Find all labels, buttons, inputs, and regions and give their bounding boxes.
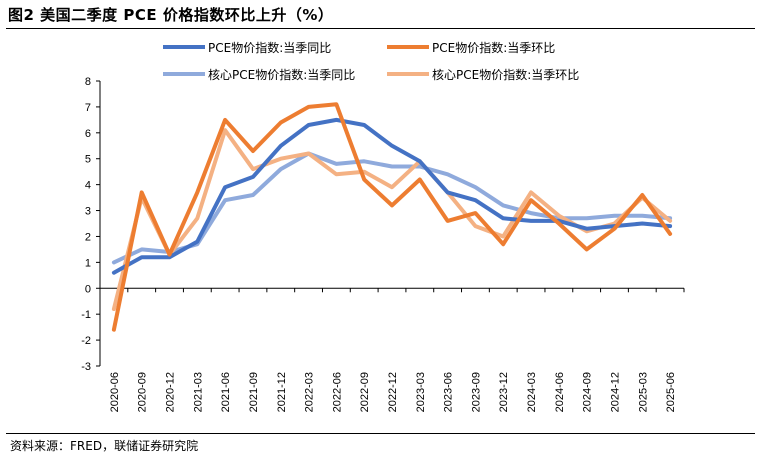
x-tick-label: 2021-12 xyxy=(276,372,288,412)
title-rule xyxy=(6,28,755,29)
x-tick-label: 2023-06 xyxy=(443,372,455,412)
y-tick-label: 1 xyxy=(85,257,91,269)
series-line-0 xyxy=(111,117,673,275)
x-tick-label: 2021-06 xyxy=(220,372,232,412)
x-axis: 2020-06 2020-09 2020-12 2021-03 2021-06 2021-… xyxy=(99,287,685,412)
x-tick-label: 2022-03 xyxy=(304,372,316,412)
y-tick-label: 6 xyxy=(85,128,91,140)
x-tick-label: 2024-06 xyxy=(554,372,566,412)
legend-label-2: 核心PCE物价指数:当季同比 xyxy=(208,67,355,82)
legend-label-1: PCE物价指数:当季环比 xyxy=(432,40,555,55)
x-tick-label: 2021-09 xyxy=(248,372,260,412)
y-axis: -3 -2 -1 0 1 2 3 4 5 6 7 8 xyxy=(81,76,101,373)
x-tick-label: 2024-03 xyxy=(526,372,538,412)
y-tick-label: 3 xyxy=(85,206,91,218)
x-tick-label: 2025-06 xyxy=(665,372,677,412)
y-tick-label: 7 xyxy=(85,102,91,114)
x-tick-label: 2025-03 xyxy=(637,372,649,412)
figure-title: 图2 美国二季度 PCE 价格指数环比上升（%） xyxy=(8,6,334,24)
x-tick-label: 2022-12 xyxy=(387,372,399,412)
legend-label-3: 核心PCE物价指数:当季环比 xyxy=(432,67,579,82)
x-tick-label: 2020-09 xyxy=(137,372,149,412)
series-line-2 xyxy=(111,151,673,265)
y-tick-label: 8 xyxy=(85,76,91,88)
source-note: 资料来源：FRED，联储证券研究院 xyxy=(10,439,199,453)
legend-label-0: PCE物价指数:当季同比 xyxy=(208,40,331,55)
x-tick-label: 2023-09 xyxy=(470,372,482,412)
y-tick-label: -2 xyxy=(81,335,91,347)
series-line-1 xyxy=(111,102,673,332)
y-tick-label: 4 xyxy=(85,180,91,192)
y-tick-label: -1 xyxy=(81,309,91,321)
x-tick-label: 2020-12 xyxy=(165,372,177,412)
x-tick-label: 2021-03 xyxy=(192,372,204,412)
x-tick-label: 2024-09 xyxy=(582,372,594,412)
x-tick-label: 2024-12 xyxy=(609,372,621,412)
x-tick-label: 2023-12 xyxy=(498,372,510,412)
y-tick-label: -3 xyxy=(81,361,91,373)
y-tick-label: 2 xyxy=(85,231,91,243)
bottom-rule xyxy=(6,433,755,434)
y-tick-label: 0 xyxy=(85,283,91,295)
x-tick-label: 2023-03 xyxy=(415,372,427,412)
y-tick-label: 5 xyxy=(85,154,91,166)
x-tick-label: 2020-06 xyxy=(109,372,121,412)
series-layer xyxy=(111,102,673,332)
x-tick-label: 2022-09 xyxy=(359,372,371,412)
x-tick-label: 2022-06 xyxy=(331,372,343,412)
